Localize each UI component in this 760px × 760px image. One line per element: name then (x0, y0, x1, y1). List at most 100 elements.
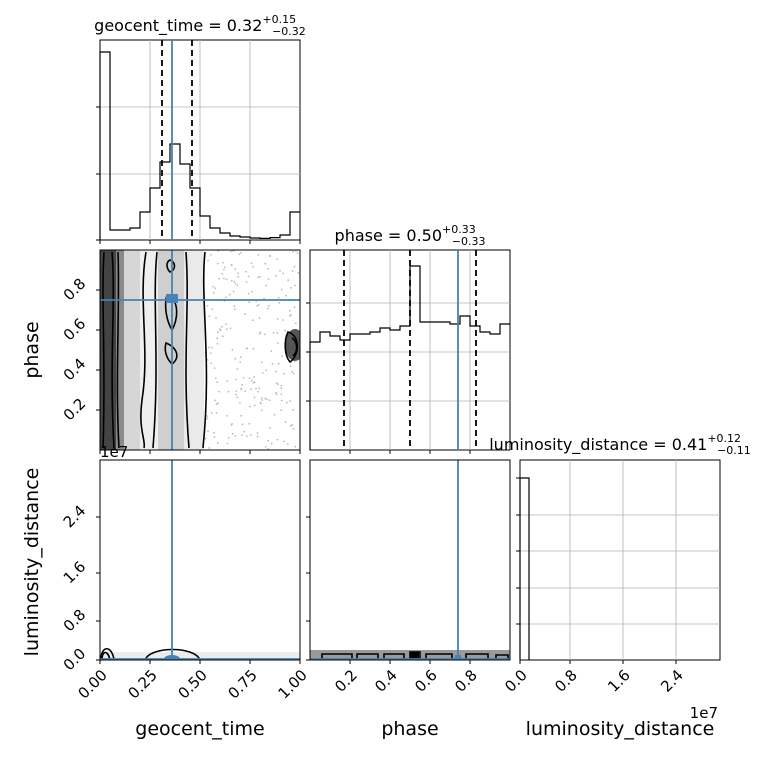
scatter-point (209, 352, 212, 354)
y-tick-label: 0.8 (60, 606, 90, 636)
scatter-point (221, 272, 224, 275)
scatter-point (235, 393, 237, 396)
scatter-point (267, 307, 269, 310)
panel-frame (309, 459, 511, 661)
x-tick-label: 0.25 (124, 666, 160, 702)
panel-frame (519, 459, 721, 661)
x-tick-label: 0.50 (174, 666, 210, 702)
x-axis-label-phase: phase (381, 718, 438, 740)
scatter-point (207, 259, 210, 262)
scatter-point (247, 275, 250, 278)
scatter-point (291, 270, 294, 272)
scatter-point (267, 267, 270, 270)
scatter-point (208, 346, 210, 349)
truth-marker (169, 297, 175, 303)
scatter-point (234, 268, 237, 270)
scatter-point (239, 361, 242, 363)
scatter-point (204, 437, 207, 440)
scatter-point (260, 409, 263, 412)
x-tick-label: 1.00 (274, 666, 310, 702)
high-density-spot (410, 652, 419, 659)
x-tick-label: 0.00 (74, 666, 110, 702)
scatter-point (218, 328, 221, 330)
x-tick-label: 0.6 (411, 666, 441, 696)
scatter-point (255, 387, 257, 390)
x-tick-label: 0.2 (331, 666, 361, 696)
scatter-point (285, 294, 287, 297)
scatter-point (227, 390, 230, 393)
scatter-point (244, 390, 247, 392)
scatter-point (256, 304, 259, 307)
scatter-point (289, 400, 291, 403)
scatter-point (264, 397, 267, 400)
scatter-point (292, 372, 295, 375)
x-axis-label-geocent_time: geocent_time (135, 718, 264, 740)
scatter-point (290, 286, 292, 289)
scatter-point (250, 388, 252, 391)
scatter-point (247, 292, 250, 295)
scatter-point (261, 399, 263, 401)
scatter-point (272, 331, 275, 334)
scatter-point (280, 393, 283, 396)
scatter-point (215, 403, 218, 406)
scatter-point (292, 427, 295, 430)
scatter-point (240, 414, 243, 417)
title-geocent_time-plus: +0.15 (262, 13, 296, 26)
scatter-point (206, 417, 209, 420)
truth-marker (455, 655, 461, 660)
scatter-point (282, 319, 285, 321)
scatter-point (225, 296, 227, 299)
scatter-point (226, 442, 229, 445)
scatter-point (211, 346, 214, 349)
title-phase-plus: +0.33 (442, 223, 476, 236)
title-geocent_time-minus: −0.32 (272, 25, 306, 38)
scatter-point (257, 276, 259, 279)
scatter-point (230, 264, 233, 266)
scatter-point (240, 252, 242, 254)
scatter-point (241, 423, 244, 426)
scatter-point (213, 436, 216, 438)
scatter-point (215, 317, 217, 319)
scatter-point (245, 435, 248, 438)
scatter-point (269, 255, 271, 258)
scatter-point (239, 402, 241, 404)
ticks (306, 302, 471, 454)
ticks (96, 289, 301, 454)
title-phase-minus: −0.33 (452, 235, 486, 248)
scatter-point (252, 265, 255, 268)
scatter-point (210, 253, 212, 256)
scatter-point (285, 401, 288, 404)
scatter-point (210, 412, 213, 414)
scatter-point (225, 278, 228, 281)
panel-phase-luminosity_distance: 0.2 0.4 0.6 0.8 phase (306, 459, 511, 740)
scatter-point (246, 347, 249, 350)
scatter-point (210, 362, 213, 365)
title-luminosity_distance-median: 0.41 (672, 435, 708, 454)
scatter-point (217, 331, 219, 334)
scatter-point (276, 258, 279, 261)
scatter-point (248, 301, 251, 304)
scatter-point (225, 323, 228, 325)
scatter-point (278, 302, 281, 304)
scatter-point (277, 296, 280, 299)
scatter-point (236, 368, 239, 370)
scatter-point (216, 337, 219, 340)
scatter-point (240, 356, 242, 359)
scatter-point (257, 254, 260, 256)
scatter-point (267, 439, 269, 442)
scatter-point (294, 250, 297, 252)
panel-luminosity_distance-hist: 0.0 0.8 1.6 2.4 1e7 luminosity_distance (501, 459, 721, 740)
scatter-point (289, 424, 292, 427)
histogram-phase (309, 265, 510, 450)
title-geocent_time-label: geocent_time (94, 16, 203, 36)
panel-geocent_time-phase: 0.8 0.6 0.4 0.2 phase (21, 249, 301, 454)
scatter-point (244, 313, 246, 315)
scatter-point (242, 376, 245, 379)
scatter-point (253, 404, 256, 407)
y-axis-label-luminosity_distance: luminosity_distance (21, 468, 43, 657)
scatter-point (267, 304, 270, 307)
scatter-point (208, 315, 211, 317)
scatter-point (223, 269, 225, 271)
scatter-point (234, 282, 237, 285)
scatter-point (275, 370, 278, 373)
